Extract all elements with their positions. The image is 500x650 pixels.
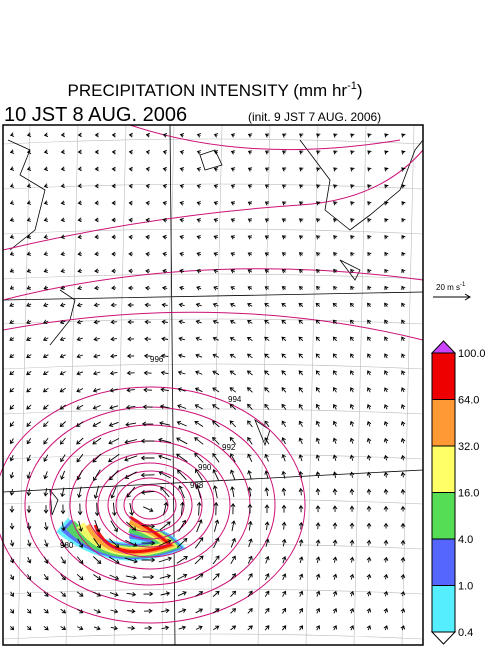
colorbar-label: 16.0 (458, 488, 479, 500)
wind-scale-exponent: -1 (460, 282, 466, 288)
wind-scale-label: 20 m s-1 (436, 282, 466, 292)
colorbar-label: 1.0 (458, 581, 473, 593)
colorbar: 100.0 64.0 32.0 16.0 4.0 1.0 0.4 (430, 340, 486, 645)
colorbar-label: 0.4 (458, 627, 473, 639)
title-text: PRECIPITATION INTENSITY (mm hr (67, 81, 347, 100)
map-frame (2, 124, 424, 646)
wind-vectors (9, 132, 406, 631)
title-exponent: -1 (347, 80, 357, 92)
isobar-label: 994 (228, 395, 242, 404)
colorbar-bottom-triangle (430, 631, 457, 645)
init-time: (init. 9 JST 7 AUG. 2006) (248, 110, 381, 124)
colorbar-label: 32.0 (458, 441, 479, 453)
valid-time: 10 JST 8 AUG. 2006 (4, 104, 187, 126)
colorbar-segment (431, 352, 456, 400)
colorbar-segment (431, 445, 456, 493)
colorbar-label: 64.0 (458, 395, 479, 407)
title: PRECIPITATION INTENSITY (mm hr-1) (67, 80, 362, 100)
isobar-label: 990 (198, 463, 212, 472)
colorbar-label: 100.0 (458, 348, 486, 360)
colorbar-segment (431, 585, 456, 633)
colorbar-segment (431, 538, 456, 586)
isobar-label: 996 (150, 355, 164, 364)
title-end: ) (357, 81, 363, 100)
coastline (7, 139, 424, 516)
colorbar-segment (431, 492, 456, 540)
wind-scale-text: 20 m s (436, 283, 460, 292)
colorbar-top-triangle (430, 340, 457, 354)
isobar-label: 992 (222, 443, 236, 452)
colorbar-segment (431, 399, 456, 447)
isobar-label: 980 (60, 541, 74, 550)
colorbar-label: 4.0 (458, 534, 473, 546)
precipitation-area (93, 515, 173, 554)
wind-scale-arrow (433, 293, 471, 301)
